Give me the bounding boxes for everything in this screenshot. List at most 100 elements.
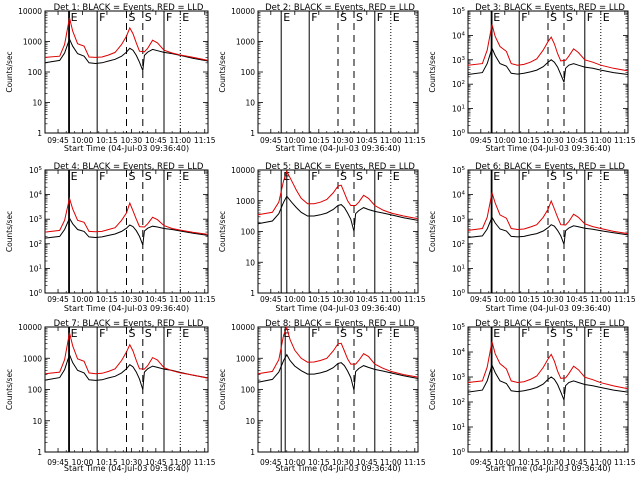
y-tick-label: 102 <box>29 240 42 249</box>
x-tick-label: 11:00 <box>590 136 612 145</box>
flag-label: F <box>377 11 383 24</box>
flag-label: S <box>145 11 152 24</box>
events-line <box>467 363 629 401</box>
flag-label: F <box>587 11 593 24</box>
flag-label: S <box>550 327 557 340</box>
panel-det-5: Det 5: BLACK = Events, RED = LLD Counts/s… <box>218 162 426 313</box>
x-tick-label: 10:00 <box>72 458 94 467</box>
flag-label: S <box>145 170 152 183</box>
flag-label: S <box>340 170 347 183</box>
lld-line <box>44 17 209 61</box>
flag-label: F <box>166 170 172 183</box>
x-tick-label: 11:15 <box>194 295 216 304</box>
events-line <box>44 37 209 71</box>
x-tick-label: 09:45 <box>260 458 282 467</box>
lld-line <box>467 24 629 72</box>
flag-label: F <box>311 170 317 183</box>
x-tick-label: 09:45 <box>47 458 69 467</box>
x-tick-label: 10:15 <box>518 458 540 467</box>
x-tick-label: 09:45 <box>260 136 282 145</box>
y-tick-label: 1 <box>250 289 255 298</box>
x-tick-label: 10:00 <box>494 458 516 467</box>
y-tick-label: 10000 <box>231 166 255 175</box>
flag-label: S <box>356 11 363 24</box>
panel-title: Det 8: BLACK = Events, RED = LLD <box>265 319 415 329</box>
y-tick-label: 1 <box>37 448 42 457</box>
x-tick-label: 11:00 <box>380 295 402 304</box>
y-tick-label: 100 <box>452 129 466 138</box>
x-tick-label: 10:00 <box>494 295 516 304</box>
events-line <box>44 353 209 390</box>
lld-line <box>257 326 419 378</box>
flag-label: E <box>182 170 189 183</box>
flag-label: S <box>566 11 573 24</box>
y-tick-label: 103 <box>452 373 466 382</box>
panel-det-4: Det 4: BLACK = Events, RED = LLD Counts/s… <box>5 162 216 313</box>
x-tick-label: 11:15 <box>614 458 636 467</box>
x-tick-label: 10:15 <box>96 458 118 467</box>
y-tick-label: 104 <box>452 31 466 40</box>
panel-det-1: Det 1: BLACK = Events, RED = LLD Counts/s… <box>5 3 216 153</box>
flag-label: E <box>603 327 610 340</box>
y-tick-label: 1000 <box>23 38 42 47</box>
flag-label: S <box>550 170 557 183</box>
x-tick-label: 10:45 <box>356 295 378 304</box>
flag-label: E <box>182 327 189 340</box>
x-tick-label: 10:45 <box>566 295 588 304</box>
y-tick-label: 1000 <box>236 38 255 47</box>
flag-label: E <box>493 11 500 24</box>
y-axis-label: Counts/sec <box>428 51 437 92</box>
y-tick-label: 103 <box>452 215 466 224</box>
x-tick-label: 10:15 <box>308 136 330 145</box>
x-tick-label: 09:45 <box>47 295 69 304</box>
x-tick-label: 10:30 <box>332 136 354 145</box>
flag-label: E <box>393 11 400 24</box>
flag-label: F <box>166 11 172 24</box>
flag-label: F <box>587 327 593 340</box>
y-axis-label: Counts/sec <box>218 211 227 252</box>
x-tick-label: 10:30 <box>121 458 143 467</box>
events-line <box>257 195 419 232</box>
panel-title: Det 1: BLACK = Events, RED = LLD <box>54 3 204 13</box>
flag-label: F <box>99 11 105 24</box>
flag-label: F <box>99 327 105 340</box>
x-tick-label: 09:45 <box>470 136 492 145</box>
x-axis-label: Start Time (04-Jul-03 09:36:40) <box>485 304 610 313</box>
x-axis-label: Start Time (04-Jul-03 09:36:40) <box>64 464 189 473</box>
y-tick-label: 100 <box>241 68 256 77</box>
flag-label: S <box>356 327 363 340</box>
flag-label: E <box>283 11 290 24</box>
y-tick-label: 10000 <box>18 323 42 332</box>
flag-label: E <box>71 170 78 183</box>
flag-label: F <box>166 327 172 340</box>
flag-label: E <box>393 327 400 340</box>
y-tick-label: 10000 <box>18 7 42 16</box>
y-tick-label: 10 <box>245 99 255 108</box>
x-axis-label: Start Time (04-Jul-03 09:36:40) <box>64 304 189 313</box>
y-tick-label: 102 <box>452 398 465 407</box>
flag-label: F <box>521 170 527 183</box>
y-tick-label: 1 <box>250 129 255 138</box>
panel-title: Det 3: BLACK = Events, RED = LLD <box>475 3 625 13</box>
x-tick-label: 10:45 <box>145 295 167 304</box>
x-tick-label: 10:45 <box>566 136 588 145</box>
panel-det-8: Det 8: BLACK = Events, RED = LLD Counts/s… <box>218 319 426 473</box>
panel-title: Det 5: BLACK = Events, RED = LLD <box>265 162 415 172</box>
x-tick-label: 10:15 <box>518 136 540 145</box>
y-tick-label: 105 <box>29 166 43 175</box>
lld-line <box>44 196 209 235</box>
y-tick-label: 105 <box>452 7 466 16</box>
flag-label: S <box>566 170 573 183</box>
y-tick-label: 1000 <box>236 354 255 363</box>
events-line <box>44 217 209 246</box>
flag-label: E <box>603 170 610 183</box>
lld-line <box>257 170 419 220</box>
y-tick-label: 100 <box>452 448 466 457</box>
y-tick-label: 1 <box>37 129 42 138</box>
panel-det-6: Det 6: BLACK = Events, RED = LLD Counts/s… <box>428 162 636 313</box>
y-tick-label: 102 <box>452 80 465 89</box>
x-tick-label: 11:15 <box>194 458 216 467</box>
x-tick-label: 10:30 <box>121 136 143 145</box>
flag-label: S <box>566 327 573 340</box>
x-tick-label: 11:15 <box>614 136 636 145</box>
